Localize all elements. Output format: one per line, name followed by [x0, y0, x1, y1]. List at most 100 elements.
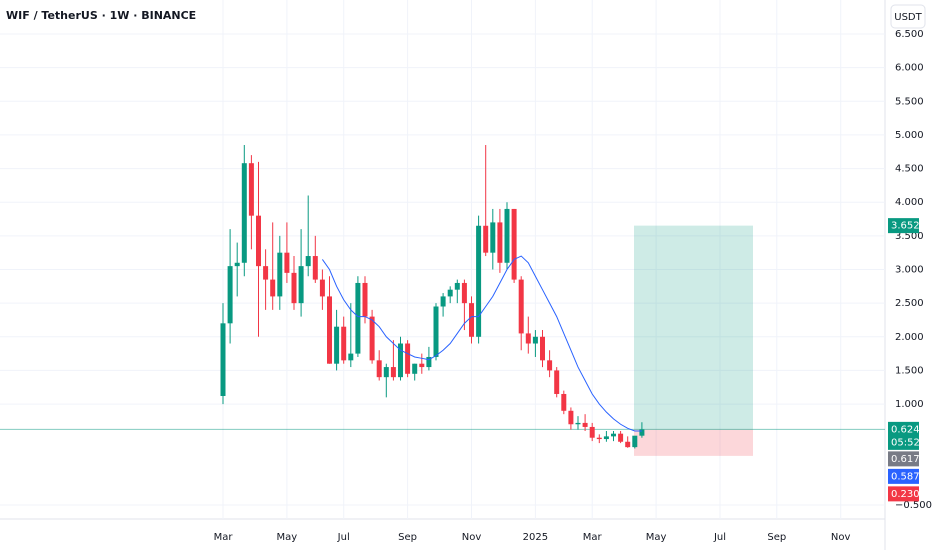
candle-body	[618, 433, 624, 442]
price-tag-label: 0.624	[891, 424, 920, 435]
candle-body	[589, 426, 595, 438]
candle-body	[454, 282, 460, 290]
candle-body	[312, 256, 318, 280]
currency-button[interactable]	[890, 4, 926, 29]
y-tick-label: −0.500	[895, 500, 932, 511]
y-tick-label: 5.500	[895, 96, 924, 107]
candle-body	[376, 360, 382, 378]
candle-body	[405, 343, 411, 374]
x-tick-label: Sep	[398, 532, 417, 543]
y-tick-label: 4.500	[895, 164, 924, 175]
x-tick-label: May	[277, 532, 298, 543]
candle-body	[270, 279, 276, 297]
x-tick-label: Mar	[214, 532, 234, 543]
candle-body	[277, 252, 283, 297]
x-tick-label: Jul	[713, 532, 726, 543]
candle-body	[447, 289, 453, 297]
y-tick-label: 2.500	[895, 298, 924, 309]
price-tag	[888, 468, 919, 484]
y-tick-label: 3.000	[895, 265, 924, 276]
price-tag-label: 3.652	[891, 221, 920, 232]
candle-body	[263, 266, 269, 280]
candle-body	[369, 316, 375, 361]
price-tag	[888, 421, 919, 450]
price-tag-label: 0.230	[891, 489, 920, 500]
candle-body	[298, 266, 304, 304]
y-tick-label: 5.000	[895, 130, 924, 141]
candle-body	[412, 363, 418, 374]
candle-body	[284, 252, 290, 273]
candle-body	[305, 256, 311, 267]
candle-body	[327, 296, 332, 364]
candle-body	[532, 336, 538, 344]
candle-body	[511, 208, 517, 280]
candle-body	[248, 163, 254, 216]
price-tag-label: 0.617	[891, 454, 920, 465]
y-tick-label: 1.500	[895, 365, 924, 376]
candle-body	[540, 336, 545, 361]
candle-body	[227, 266, 233, 324]
y-tick-label: 3.500	[895, 231, 924, 242]
stop-zone	[634, 429, 753, 456]
candle-body	[440, 296, 446, 307]
candle-body	[348, 353, 354, 361]
candle-body	[355, 282, 361, 354]
candle-body	[291, 272, 297, 304]
candle-body	[341, 326, 347, 361]
candle-body	[390, 367, 396, 378]
candle-body	[476, 225, 482, 337]
candle-body	[220, 323, 226, 396]
x-tick-label: Sep	[767, 532, 786, 543]
candle-body	[596, 437, 602, 440]
y-tick-label: 1.000	[895, 399, 924, 410]
candle-body	[625, 441, 631, 448]
candle-body	[490, 222, 496, 253]
price-tag	[888, 486, 919, 502]
price-tag-label: 0.587	[891, 471, 920, 482]
candle-body	[433, 306, 439, 357]
candle-body	[611, 433, 616, 437]
candle-body	[383, 367, 389, 378]
chart-title: WIF / TetherUS · 1W · BINANCE	[6, 9, 196, 22]
candle-body	[426, 356, 432, 368]
candle-body	[547, 360, 553, 371]
candle-body	[319, 279, 325, 297]
currency-label[interactable]: USDT	[894, 12, 922, 23]
candle-body	[554, 370, 560, 394]
candle-body	[334, 326, 340, 364]
candle-body	[241, 163, 247, 263]
x-tick-label: 2025	[523, 532, 548, 543]
candle-body	[518, 279, 524, 334]
x-tick-label: Jul	[337, 532, 350, 543]
candle-body	[504, 208, 510, 263]
candle-body	[234, 262, 240, 267]
y-tick-label: 2.000	[895, 332, 924, 343]
price-tag	[888, 218, 919, 234]
candle-body	[483, 225, 489, 253]
x-tick-label: Mar	[583, 532, 603, 543]
target-zone	[634, 225, 753, 430]
y-tick-label: 4.000	[895, 197, 924, 208]
price-tag-countdown: 05:52:58	[891, 437, 932, 448]
candle-body	[639, 429, 645, 436]
candle-body	[461, 282, 467, 304]
moving-average	[321, 255, 642, 432]
candle-body	[568, 410, 574, 425]
candle-body	[525, 333, 531, 344]
candle-body	[603, 436, 609, 440]
candle-body	[561, 393, 567, 411]
candle-body	[575, 422, 581, 425]
y-tick-label: 6.500	[895, 29, 924, 40]
price-tag	[888, 451, 919, 467]
candle-body	[632, 435, 638, 448]
candle-body	[582, 422, 588, 427]
y-tick-label: 6.000	[895, 63, 924, 74]
x-tick-label: Nov	[462, 532, 482, 543]
candle-body	[398, 343, 403, 378]
candle-body	[497, 222, 503, 263]
candle-body	[256, 215, 261, 267]
x-tick-label: Nov	[831, 532, 851, 543]
candle-body	[469, 303, 474, 337]
candle-body	[419, 363, 425, 368]
